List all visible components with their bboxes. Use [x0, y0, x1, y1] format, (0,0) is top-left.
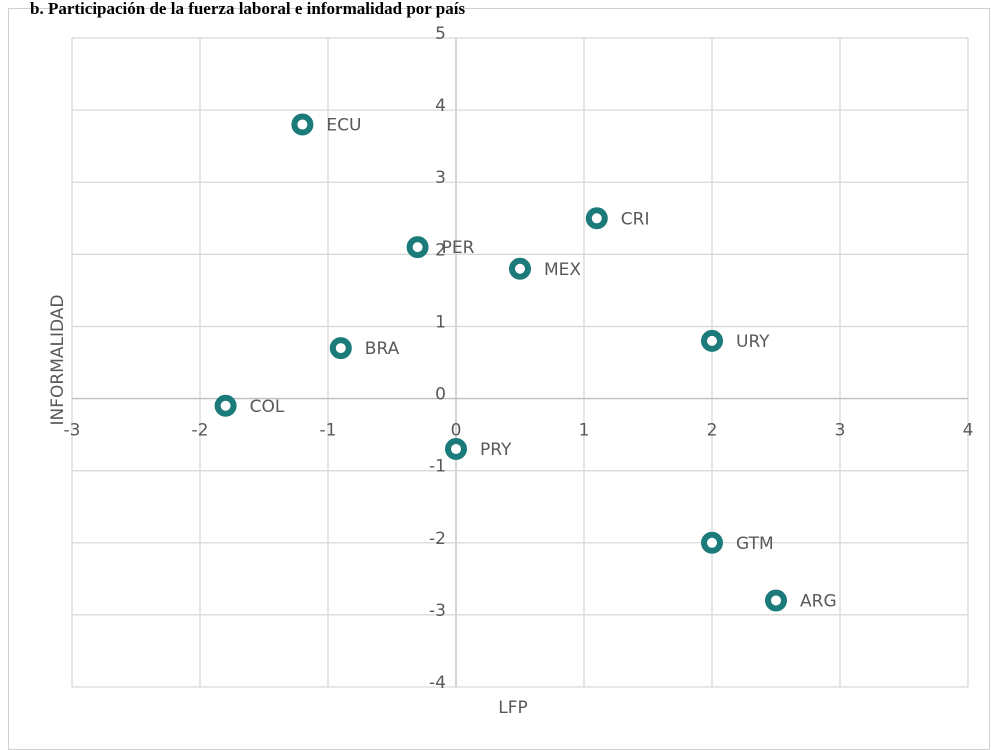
- x-tick-label: 0: [451, 421, 462, 441]
- chart-frame: [8, 8, 990, 750]
- point: [214, 394, 237, 417]
- x-tick-label: 3: [835, 421, 846, 441]
- y-tick-label: 3: [435, 168, 446, 188]
- y-axis-title: INFORMALIDAD: [48, 295, 68, 426]
- y-tick-label: -2: [429, 529, 446, 549]
- x-tick-label: 4: [963, 421, 974, 441]
- point: [701, 329, 723, 352]
- x-axis-title: LFP: [498, 698, 528, 718]
- y-tick-label: 0: [435, 385, 446, 405]
- y-tick-label: 4: [435, 96, 446, 116]
- x-tick-label: -2: [192, 421, 209, 441]
- x-tick-label: -1: [320, 421, 337, 441]
- point-label: ARG: [800, 591, 837, 611]
- point: [329, 337, 352, 360]
- x-tick-label: 1: [579, 421, 590, 441]
- point-label: COL: [250, 397, 285, 417]
- point-label: PER: [442, 238, 475, 258]
- y-tick-label: -1: [429, 457, 446, 477]
- point: [291, 113, 314, 136]
- point: [701, 531, 723, 554]
- chart-title: b. Participación de la fuerza laboral e …: [30, 0, 465, 18]
- point: [765, 589, 787, 612]
- point-label: CRI: [621, 209, 650, 229]
- point-label: BRA: [365, 339, 400, 359]
- x-tick-label: 2: [707, 421, 718, 441]
- point: [406, 236, 429, 259]
- point-label: URY: [736, 332, 770, 352]
- point: [509, 257, 531, 280]
- y-tick-label: -3: [429, 601, 446, 621]
- point-label: ECU: [326, 116, 361, 136]
- y-tick-label: 1: [435, 312, 446, 332]
- x-tick-label: -3: [64, 421, 81, 441]
- point-label: PRY: [480, 440, 512, 460]
- y-tick-label: 5: [435, 24, 446, 44]
- point: [585, 207, 608, 230]
- y-tick-label: -4: [429, 673, 446, 693]
- point-label: MEX: [544, 260, 581, 280]
- point-label: GTM: [736, 534, 774, 554]
- y-tick-label: 2: [435, 240, 446, 260]
- point: [445, 438, 467, 461]
